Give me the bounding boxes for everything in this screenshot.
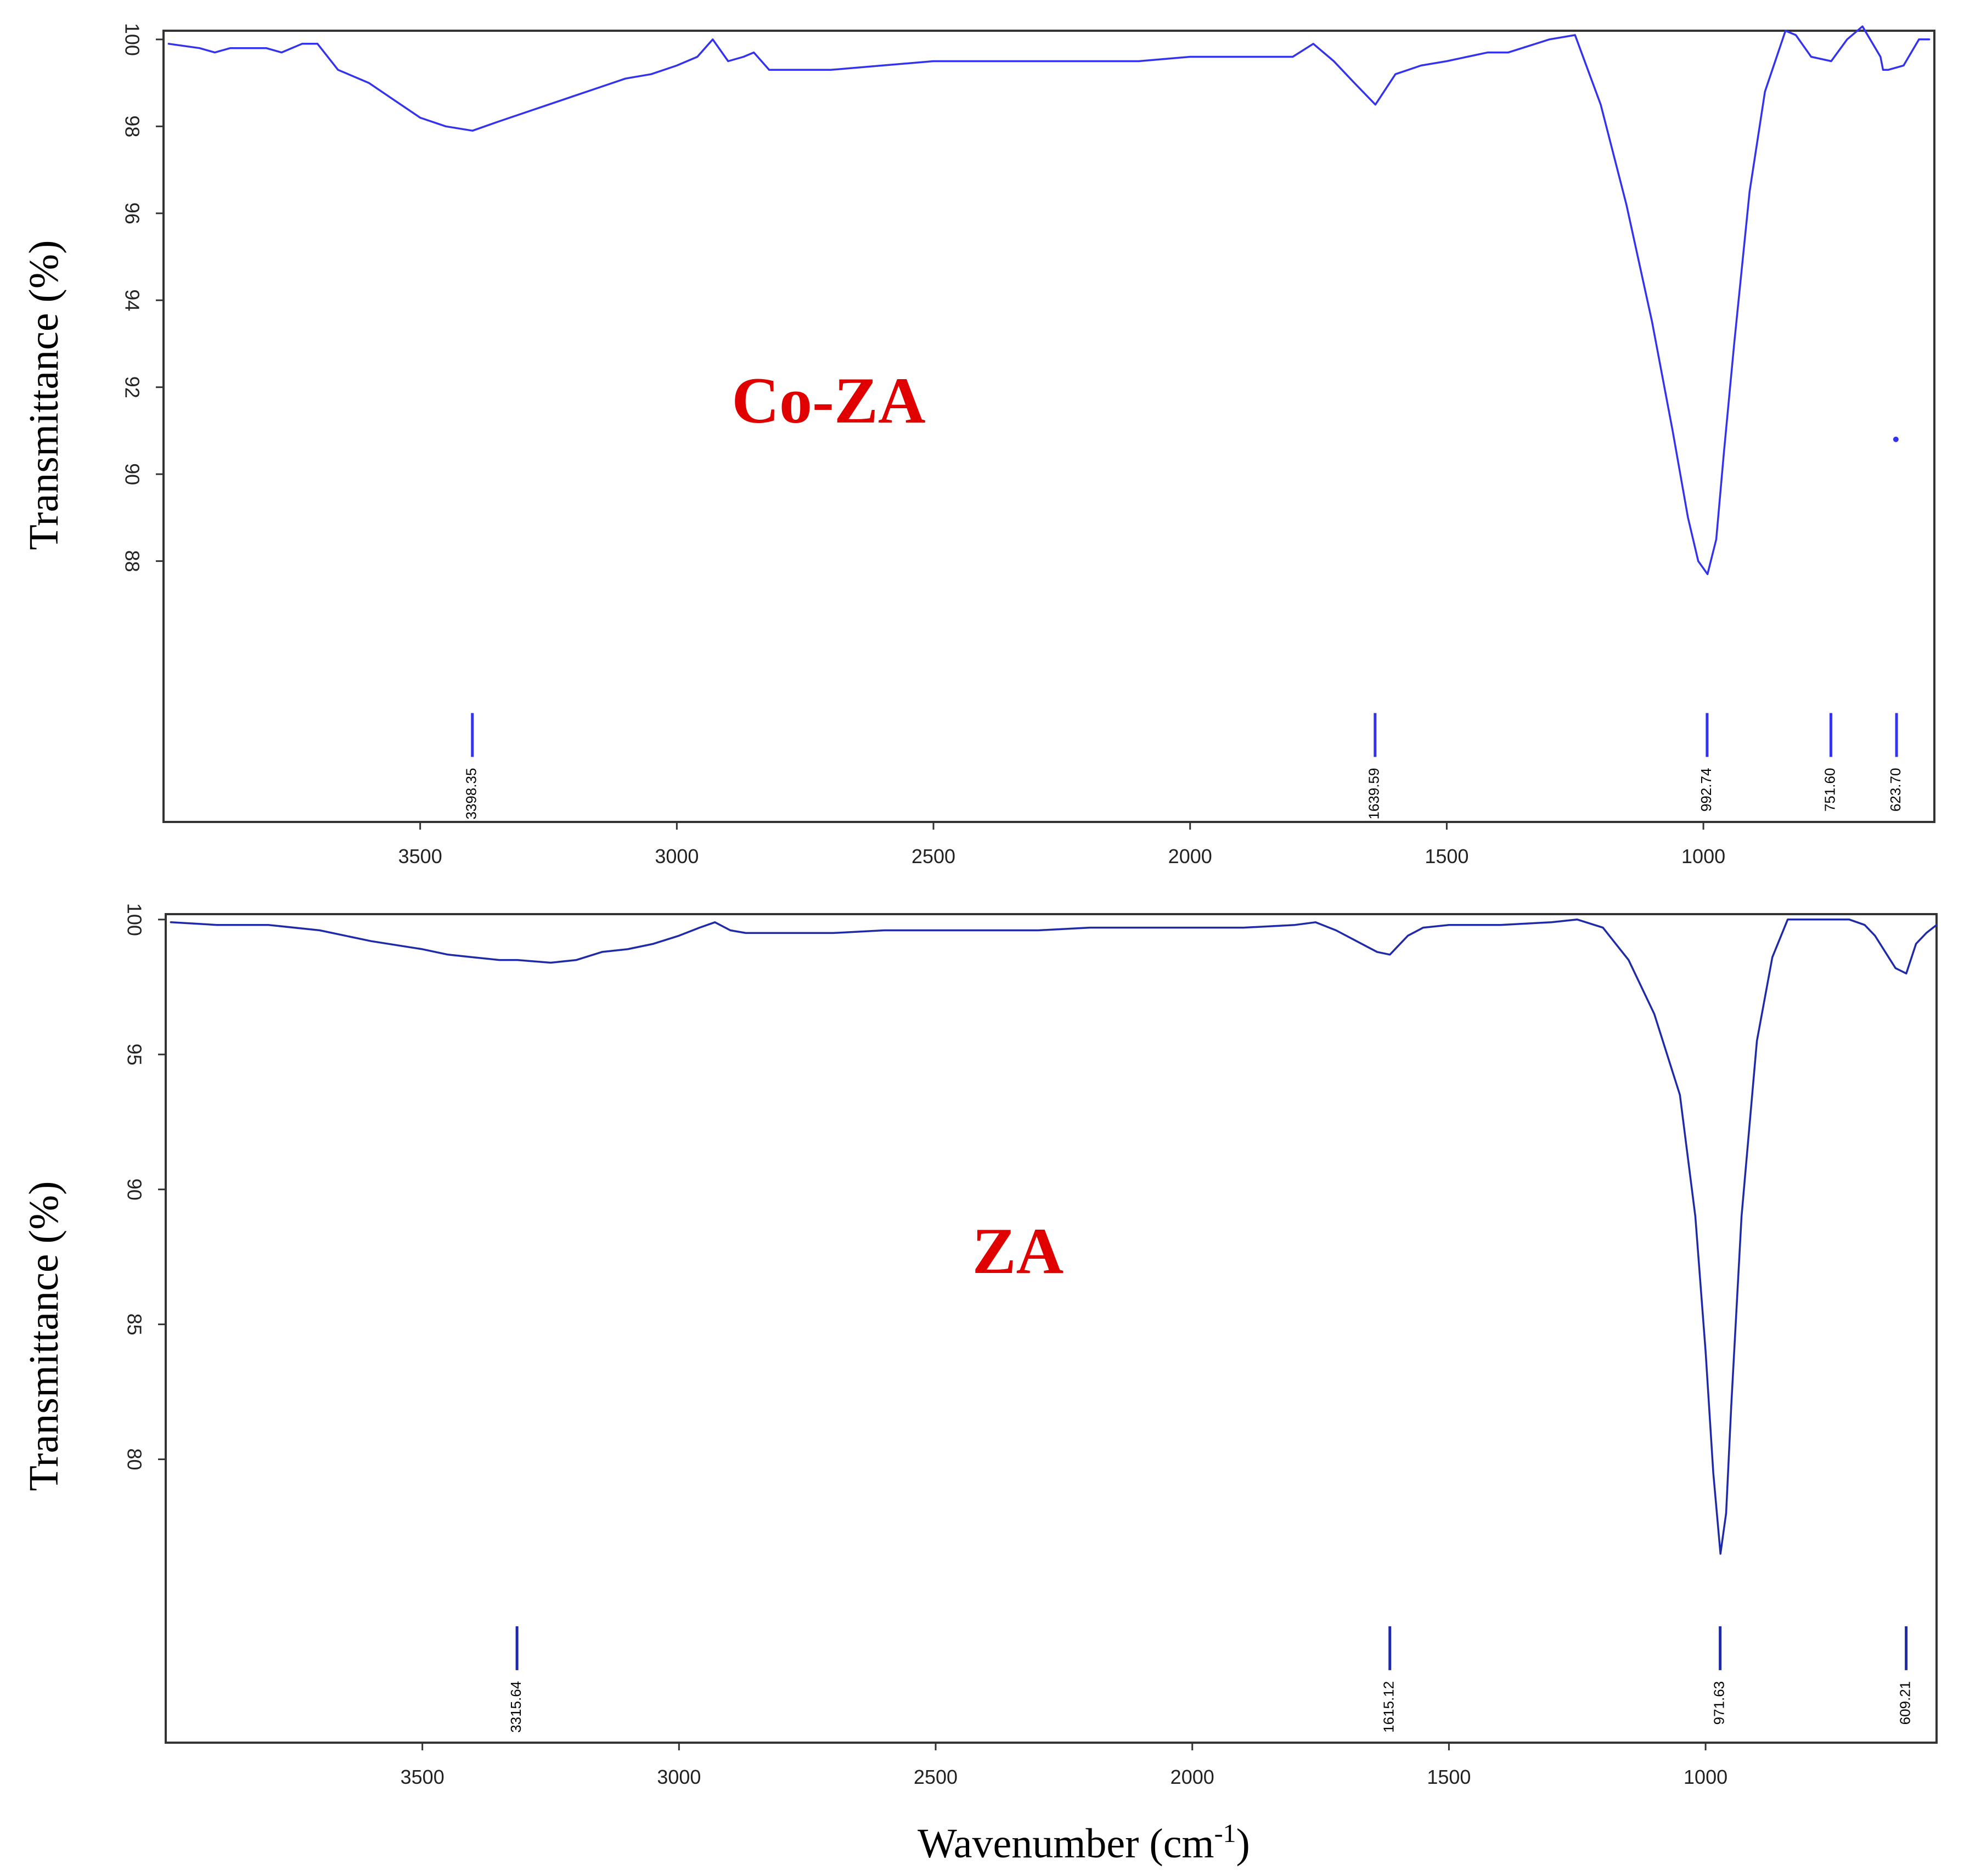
za-x-ticks: 3500 3000 2500 2000 1500 1000 [401,1743,1727,1788]
za-sample-label: ZA [972,1214,1064,1287]
za-x-tick-label: 1500 [1427,1766,1471,1788]
x-axis-title: Wavenumber (cm-1) [918,1819,1250,1867]
co-za-x-tick-label: 2500 [911,845,955,867]
co-za-y-tick-label: 98 [121,115,143,137]
co-za-peak-label: 751.60 [1821,768,1838,812]
co-za-x-tick-label: 1000 [1681,845,1725,867]
co-za-y-tick-label: 90 [121,463,143,485]
za-x-tick-label: 3000 [657,1766,701,1788]
za-x-tick-label: 2500 [914,1766,958,1788]
co-za-y-tick-label: 96 [121,202,143,224]
za-peak-markers: 3315.64 1615.12 971.63 609.21 [508,1626,1913,1733]
za-y-ticks: 80 85 90 95 100 [123,903,166,1471]
co-za-x-tick-label: 2000 [1168,845,1212,867]
za-y-tick-label: 90 [123,1179,145,1201]
za-peak-label: 609.21 [1897,1681,1913,1725]
za-y-tick-label: 85 [123,1314,145,1336]
co-za-x-tick-label: 3000 [655,845,699,867]
co-za-y-tick-label: 88 [121,550,143,572]
za-x-tick-label: 3500 [401,1766,444,1788]
za-plot-frame [165,913,1938,1744]
za-x-tick-label: 2000 [1170,1766,1214,1788]
co-za-x-ticks: 3500 3000 2500 2000 1500 1000 [398,822,1725,867]
za-y-tick-label: 100 [123,903,145,936]
co-za-peak-label: 3398.35 [463,768,480,820]
co-za-panel: 88 90 92 94 96 98 100 3500 3000 2500 2000 1500 1000… [21,23,1935,867]
co-za-y-ticks: 88 90 92 94 96 98 100 [121,23,164,572]
za-panel: 80 85 90 95 100 3500 3000 2500 2000 1500 1000 331… [21,903,1938,1788]
za-y-axis-title: Transmittance (%) [21,1181,67,1491]
za-y-tick-label: 95 [123,1044,145,1066]
za-peak-label: 971.63 [1710,1681,1727,1725]
co-za-x-tick-label: 3500 [398,845,442,867]
co-za-peak-label: 992.74 [1698,768,1714,812]
co-za-peak-label: 1639.59 [1366,768,1382,820]
co-za-y-tick-label: 92 [121,376,143,398]
co-za-peak-markers: 3398.35 1639.59 992.74 751.60 623.70 [463,713,1904,820]
za-y-tick-label: 80 [123,1449,145,1471]
co-za-y-tick-label: 100 [121,23,143,56]
za-peak-label: 1615.12 [1381,1681,1397,1733]
co-za-x-tick-label: 1500 [1425,845,1468,867]
za-spectrum-line [170,919,1938,1555]
co-za-plot-frame [162,30,1935,823]
za-peak-label: 3315.64 [508,1681,524,1733]
co-za-stray-point [1893,436,1899,442]
co-za-y-tick-label: 94 [121,289,143,311]
co-za-y-axis-title: Transmittance (%) [21,240,67,550]
co-za-peak-label: 623.70 [1887,768,1904,812]
co-za-spectrum-line [167,25,1931,576]
za-x-tick-label: 1000 [1684,1766,1727,1788]
co-za-sample-label: Co-ZA [731,364,925,437]
